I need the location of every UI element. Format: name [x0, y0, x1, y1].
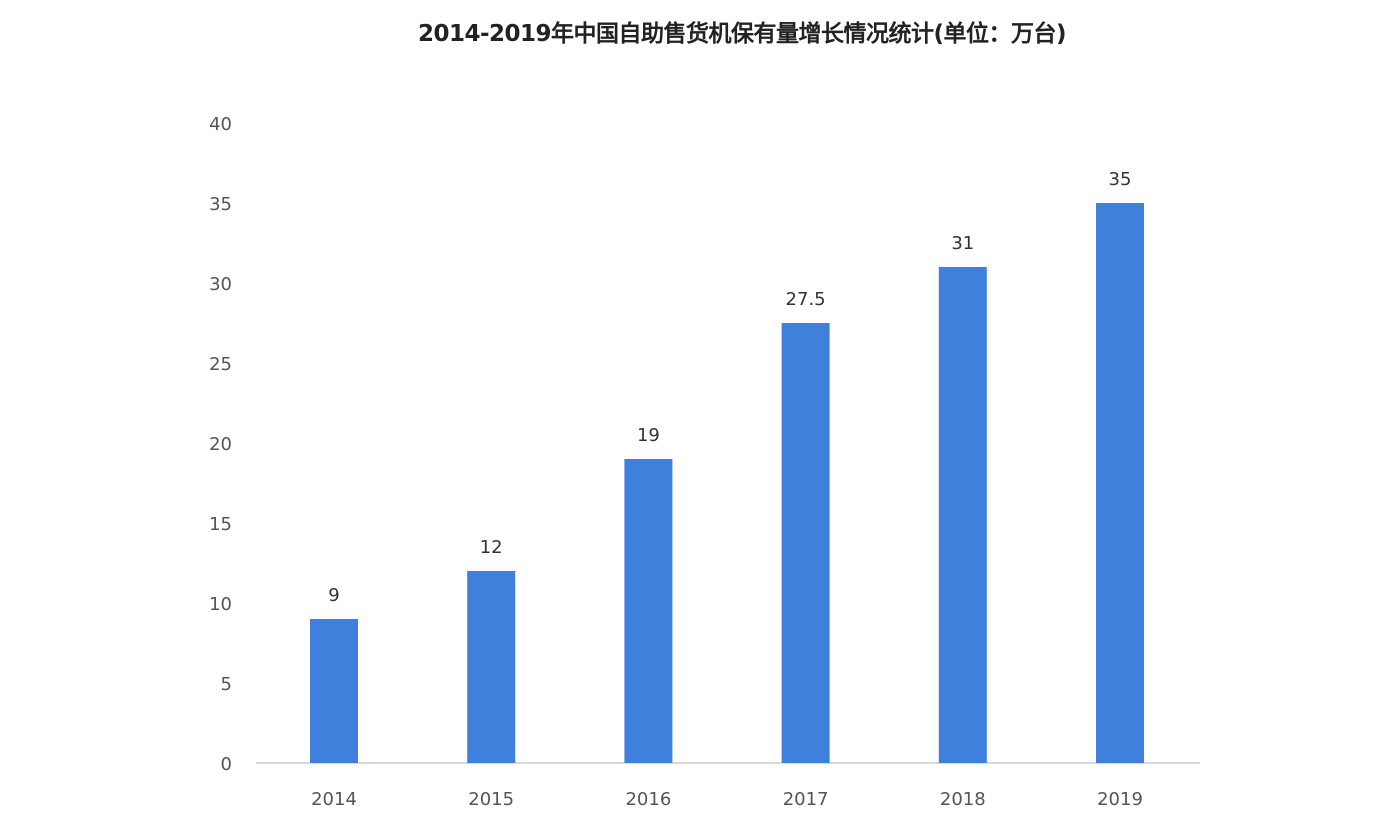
y-tick-label: 0 — [221, 754, 232, 775]
y-tick-label: 30 — [209, 274, 232, 295]
bar-2015 — [467, 571, 516, 763]
data-label: 35 — [1109, 169, 1132, 190]
data-label: 12 — [480, 537, 503, 558]
y-tick-label: 20 — [209, 434, 232, 455]
bar-2014 — [310, 619, 358, 763]
bar-2018 — [938, 267, 987, 763]
y-tick-label: 10 — [209, 594, 232, 615]
y-tick-label: 15 — [209, 514, 232, 535]
y-tick-label: 5 — [221, 674, 232, 695]
chart-title: 2014-2019年中国自助售货机保有量增长情况统计(单位：万台) — [417, 21, 1067, 47]
bar-2016 — [624, 459, 673, 763]
data-label: 9 — [328, 585, 339, 606]
data-label: 19 — [637, 425, 660, 446]
data-label: 27.5 — [786, 289, 826, 310]
x-tick-label: 2019 — [1097, 789, 1143, 810]
y-tick-label: 35 — [209, 194, 232, 215]
bar-2019 — [1096, 203, 1144, 763]
x-tick-label: 2016 — [625, 789, 671, 810]
x-tick-label: 2018 — [940, 789, 986, 810]
y-tick-label: 40 — [209, 114, 232, 135]
x-tick-label: 2015 — [468, 789, 514, 810]
x-tick-label: 2017 — [783, 789, 829, 810]
y-tick-label: 25 — [209, 354, 232, 375]
data-label: 31 — [951, 233, 974, 254]
bar-2017 — [781, 323, 830, 763]
x-tick-label: 2014 — [311, 789, 357, 810]
